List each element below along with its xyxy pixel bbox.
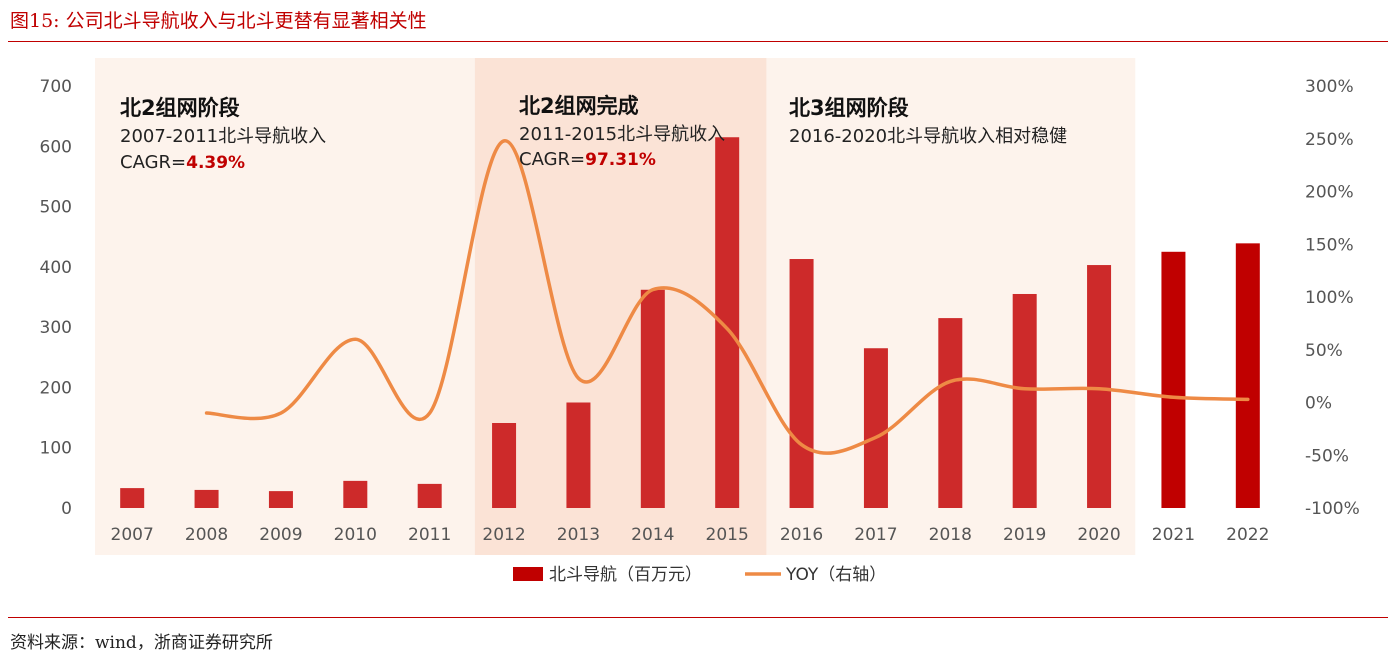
x-tick-2016: 2016 [780, 525, 823, 545]
y-right-tick-0: 300% [1305, 77, 1354, 97]
bar-2019 [1012, 293, 1037, 508]
annotation-phase-2: 北2组网完成 2011-2015北斗导航收入 CAGR=97.31% [519, 94, 725, 170]
x-tick-2021: 2021 [1152, 525, 1195, 545]
annotation-2-title: 北2组网完成 [519, 94, 639, 118]
bar-2021 [1161, 251, 1186, 509]
annotation-1-cagr: CAGR=4.39% [120, 152, 245, 173]
y-left-tick-1: 600 [40, 137, 72, 157]
annotation-1-title: 北2组网阶段 [120, 96, 240, 120]
legend: 北斗导航（百万元） YOY（右轴） [513, 565, 886, 585]
annotation-phase-3: 北3组网阶段 2016-2020北斗导航收入相对稳健 [789, 96, 1067, 147]
bar-2022 [1235, 243, 1260, 509]
x-axis: 2007 2008 2009 2010 2011 2012 2013 2014 2015 2016… [111, 525, 1270, 545]
x-tick-2008: 2008 [185, 525, 228, 545]
x-tick-2020: 2020 [1077, 525, 1120, 545]
annotation-1-cagr-value: 4.39% [186, 153, 245, 173]
x-tick-2018: 2018 [929, 525, 972, 545]
legend-bar-label: 北斗导航（百万元） [549, 565, 702, 585]
x-tick-2007: 2007 [111, 525, 154, 545]
x-tick-2022: 2022 [1226, 525, 1269, 545]
y-left-tick-7: 0 [61, 499, 72, 519]
bar-2012 [492, 422, 517, 508]
chart: 700 600 500 400 300 200 100 0 300% 250% 200% 150% 1… [40, 58, 1360, 585]
x-tick-2011: 2011 [408, 525, 451, 545]
y-right-tick-4: 100% [1305, 288, 1354, 308]
annotation-phase-1: 北2组网阶段 2007-2011北斗导航收入 CAGR=4.39% [120, 96, 326, 173]
y-right-tick-3: 150% [1305, 235, 1354, 255]
legend-bar-swatch [513, 567, 543, 581]
bar-2007 [120, 488, 145, 508]
bar-2008 [194, 489, 219, 508]
bar-2011 [417, 483, 442, 508]
annotation-1-line: 2007-2011北斗导航收入 [120, 126, 326, 147]
annotation-3-title: 北3组网阶段 [789, 96, 909, 120]
bar-2017 [863, 348, 888, 508]
bar-2016 [789, 259, 814, 508]
annotation-1-cagr-label: CAGR= [120, 152, 186, 173]
y-right-tick-7: -50% [1305, 446, 1349, 466]
x-tick-2012: 2012 [482, 525, 525, 545]
source-note: 资料来源：wind，浙商证券研究所 [10, 633, 273, 653]
bottom-rule [8, 617, 1388, 618]
y-right-tick-2: 200% [1305, 183, 1354, 203]
left-axis: 700 600 500 400 300 200 100 0 [40, 77, 72, 519]
bar-2010 [343, 480, 368, 508]
bar-series [120, 137, 1260, 509]
y-right-tick-1: 250% [1305, 130, 1354, 150]
y-right-tick-8: -100% [1305, 499, 1360, 519]
x-tick-2015: 2015 [706, 525, 749, 545]
y-right-tick-5: 50% [1305, 341, 1343, 361]
annotation-3-line: 2016-2020北斗导航收入相对稳健 [789, 126, 1067, 147]
y-left-tick-3: 400 [40, 258, 72, 278]
bar-2009 [268, 491, 293, 508]
bar-2014 [640, 289, 665, 508]
y-right-tick-6: 0% [1305, 394, 1332, 414]
y-left-tick-6: 100 [40, 439, 72, 459]
x-tick-2017: 2017 [854, 525, 897, 545]
annotation-2-cagr-value: 97.31% [585, 150, 656, 170]
annotation-2-line: 2011-2015北斗导航收入 [519, 124, 725, 145]
x-tick-2019: 2019 [1003, 525, 1046, 545]
figure-title: 图15: 公司北斗导航收入与北斗更替有显著相关性 [10, 10, 427, 32]
bar-2013 [566, 402, 591, 508]
bar-2018 [938, 318, 963, 508]
annotation-2-cagr: CAGR=97.31% [519, 149, 656, 170]
x-tick-2010: 2010 [334, 525, 377, 545]
x-tick-2013: 2013 [557, 525, 600, 545]
top-rule [8, 41, 1388, 42]
bar-2020 [1087, 265, 1112, 508]
x-tick-2009: 2009 [259, 525, 302, 545]
legend-line-label: YOY（右轴） [785, 565, 886, 585]
y-left-tick-0: 700 [40, 77, 72, 97]
y-left-tick-2: 500 [40, 198, 72, 218]
y-left-tick-5: 200 [40, 378, 72, 398]
line-series [204, 139, 1250, 455]
y-left-tick-4: 300 [40, 318, 72, 338]
annotation-2-cagr-label: CAGR= [519, 149, 585, 170]
x-tick-2014: 2014 [631, 525, 674, 545]
right-axis: 300% 250% 200% 150% 100% 50% 0% -50% -100% [1305, 77, 1360, 519]
bar-2015 [715, 137, 740, 508]
